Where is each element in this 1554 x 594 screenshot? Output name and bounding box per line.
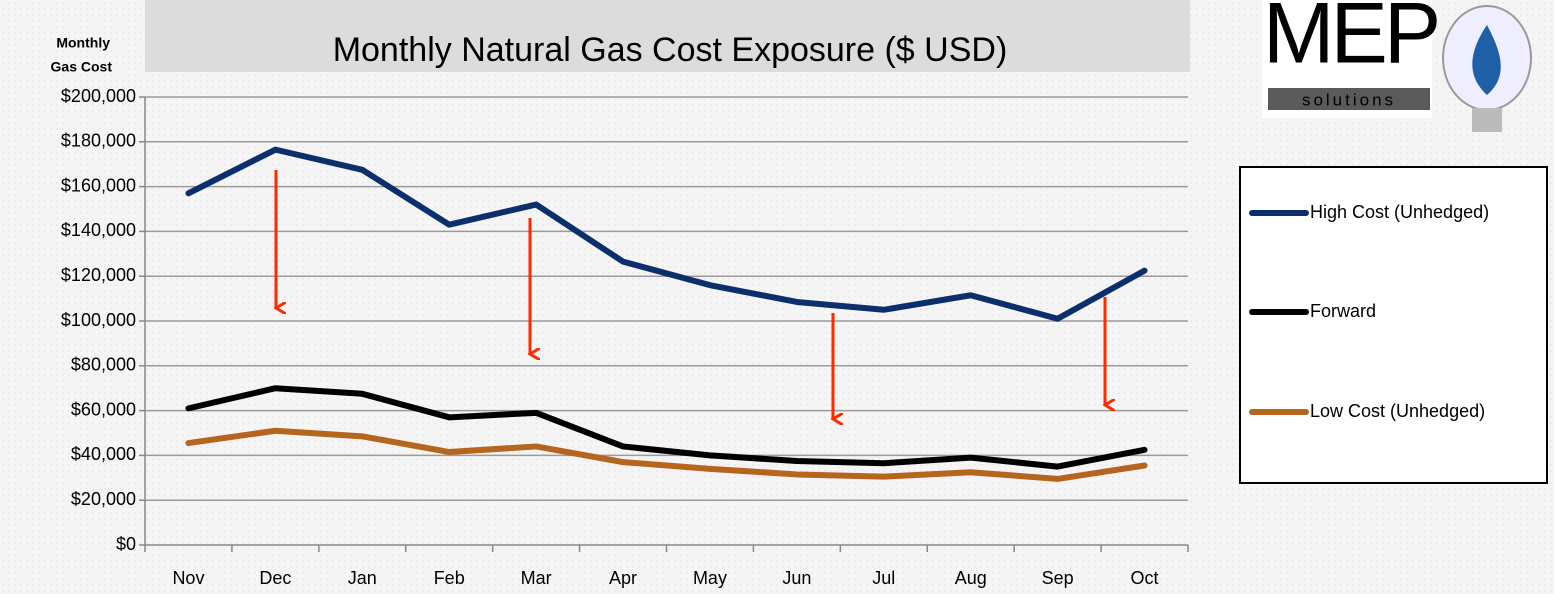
x-tick-label: Jul <box>872 568 895 588</box>
x-tick-label: May <box>693 568 727 588</box>
y-tick-label: $140,000 <box>61 220 136 240</box>
x-tick-label: Sep <box>1042 568 1074 588</box>
series-line <box>185 427 1148 482</box>
x-tick-label: Aug <box>955 568 987 588</box>
logo-text: MEP <box>1263 0 1437 82</box>
x-tick-label: Dec <box>259 568 291 588</box>
logo-subtext: solutions <box>1302 90 1396 109</box>
legend-label: High Cost (Unhedged) <box>1310 202 1489 222</box>
y-tick-label: $200,000 <box>61 86 136 106</box>
y-tick-label: $120,000 <box>61 265 136 285</box>
y-tick-label: $20,000 <box>71 489 136 509</box>
legend-box <box>1239 166 1548 484</box>
x-tick-label: Jan <box>348 568 377 588</box>
x-tick-label: Nov <box>172 568 204 588</box>
bulb-base <box>1472 108 1502 132</box>
y-axis-label: Monthly <box>56 35 110 51</box>
x-tick-label: Mar <box>521 568 552 588</box>
y-tick-label: $80,000 <box>71 355 136 375</box>
x-tick-label: Jun <box>782 568 811 588</box>
series-line <box>185 385 1148 470</box>
y-tick-label: $0 <box>116 534 136 554</box>
logo-band <box>1268 88 1430 110</box>
x-tick-label: Oct <box>1131 568 1159 588</box>
y-tick-label: $100,000 <box>61 310 136 330</box>
title-bar <box>145 0 1190 72</box>
series-line <box>185 146 1148 322</box>
legend-label: Forward <box>1310 301 1376 321</box>
y-axis-label: Gas Cost <box>51 59 113 75</box>
y-tick-label: $40,000 <box>71 444 136 464</box>
y-tick-label: $180,000 <box>61 131 136 151</box>
arrows <box>276 170 1105 419</box>
legend-label: Low Cost (Unhedged) <box>1310 401 1485 421</box>
x-tick-label: Feb <box>434 568 465 588</box>
chart-title: Monthly Natural Gas Cost Exposure ($ USD… <box>333 31 1008 69</box>
logo: MEP solutions <box>1262 0 1532 132</box>
y-tick-label: $160,000 <box>61 175 136 195</box>
x-tick-label: Apr <box>609 568 637 588</box>
flame <box>1472 25 1501 95</box>
y-tick-label: $60,000 <box>71 399 136 419</box>
